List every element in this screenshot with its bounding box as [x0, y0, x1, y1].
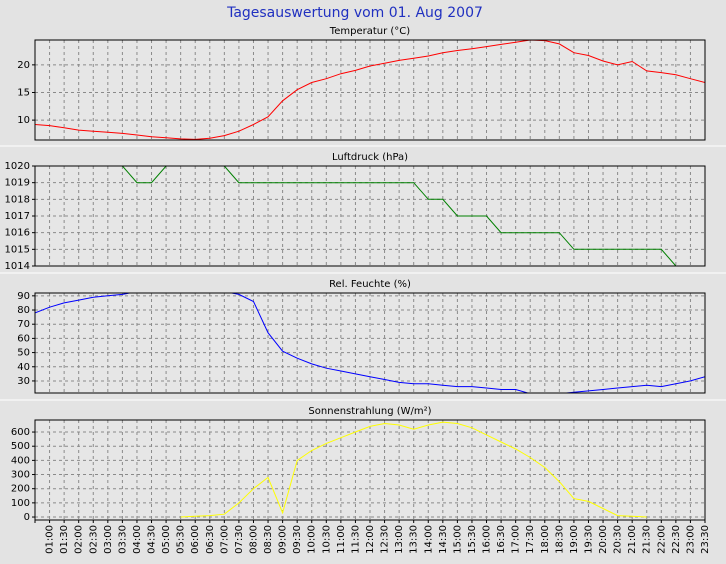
x-tick-label: 07:00 [219, 525, 230, 554]
y-tick-label: 80 [17, 305, 30, 316]
y-tick-label: 300 [11, 470, 30, 481]
x-tick-label: 17:30 [525, 525, 536, 554]
x-tick-label: 21:00 [627, 525, 638, 554]
y-tick-label: 10 [17, 115, 30, 126]
x-tick-label: 23:00 [685, 525, 696, 554]
x-tick-label: 02:30 [88, 525, 99, 554]
x-tick-label: 19:30 [583, 525, 594, 554]
x-tick-label: 03:30 [117, 525, 128, 554]
x-tick-label: 21:30 [642, 525, 653, 554]
x-tick-label: 11:30 [350, 525, 361, 554]
line-series [35, 40, 705, 140]
main-title: Tagesauswertung vom 01. Aug 2007 [226, 5, 483, 21]
y-tick-label: 20 [17, 60, 30, 71]
x-tick-label: 22:30 [671, 525, 682, 554]
x-tick-label: 05:30 [176, 525, 187, 554]
y-tick-label: 1015 [5, 244, 30, 255]
x-tick-label: 10:00 [307, 525, 318, 554]
x-tick-label: 05:00 [161, 525, 172, 554]
y-tick-label: 70 [17, 319, 30, 330]
x-tick-label: 13:30 [409, 525, 420, 554]
x-tick-label: 14:30 [438, 525, 449, 554]
x-tick-label: 01:00 [45, 525, 56, 554]
y-tick-label: 600 [11, 427, 30, 438]
y-tick-label: 15 [17, 87, 30, 98]
y-tick-label: 60 [17, 333, 30, 344]
x-tick-label: 12:00 [365, 525, 376, 554]
y-tick-label: 1016 [5, 228, 30, 239]
x-tick-label: 06:00 [190, 525, 201, 554]
y-tick-label: 30 [17, 376, 30, 387]
panel-title: Rel. Feuchte (%) [329, 279, 411, 290]
x-tick-label: 15:30 [467, 525, 478, 554]
y-tick-label: 400 [11, 455, 30, 466]
y-tick-label: 0 [24, 512, 30, 523]
x-tick-label: 02:00 [74, 525, 85, 554]
y-tick-label: 100 [11, 498, 30, 509]
plot-frame [34, 292, 706, 394]
line-series [35, 293, 705, 393]
x-tick-label: 19:00 [569, 525, 580, 554]
panel-title: Sonnenstrahlung (W/m²) [308, 406, 431, 417]
plot-frame [34, 39, 706, 141]
y-tick-label: 200 [11, 484, 30, 495]
y-tick-label: 1019 [5, 178, 30, 189]
x-tick-label: 17:00 [511, 525, 522, 554]
line-series [180, 421, 647, 518]
y-tick-label: 90 [17, 291, 30, 302]
x-tick-label: 04:30 [147, 525, 158, 554]
x-tick-label: 07:30 [234, 525, 245, 554]
x-tick-label: 16:00 [482, 525, 493, 554]
x-tick-label: 16:30 [496, 525, 507, 554]
x-tick-label: 10:30 [321, 525, 332, 554]
x-tick-label: 11:00 [336, 525, 347, 554]
x-tick-label: 18:30 [554, 525, 565, 554]
x-tick-label: 09:00 [278, 525, 289, 554]
panel-title: Temperatur (°C) [329, 26, 410, 37]
y-tick-label: 50 [17, 348, 30, 359]
y-tick-label: 1020 [5, 161, 30, 172]
x-tick-label: 15:00 [452, 525, 463, 554]
y-tick-label: 1017 [5, 211, 30, 222]
x-tick-label: 18:00 [540, 525, 551, 554]
x-tick-label: 06:30 [205, 525, 216, 554]
x-tick-label: 04:00 [132, 525, 143, 554]
x-tick-label: 08:30 [263, 525, 274, 554]
x-tick-label: 23:30 [700, 525, 711, 554]
x-tick-label: 08:00 [248, 525, 259, 554]
plot-frame [34, 165, 706, 267]
y-tick-label: 1018 [5, 194, 30, 205]
x-tick-label: 03:00 [103, 525, 114, 554]
x-tick-label: 01:30 [59, 525, 70, 554]
x-tick-label: 22:00 [656, 525, 667, 554]
x-tick-label: 20:30 [613, 525, 624, 554]
x-tick-label: 14:00 [423, 525, 434, 554]
x-tick-label: 09:30 [292, 525, 303, 554]
panel-title: Luftdruck (hPa) [332, 152, 408, 163]
y-tick-label: 500 [11, 441, 30, 452]
y-tick-label: 1014 [5, 261, 30, 272]
y-tick-label: 40 [17, 362, 30, 373]
line-series [121, 166, 677, 266]
x-tick-label: 20:00 [598, 525, 609, 554]
x-tick-label: 13:00 [394, 525, 405, 554]
x-tick-label: 12:30 [380, 525, 391, 554]
